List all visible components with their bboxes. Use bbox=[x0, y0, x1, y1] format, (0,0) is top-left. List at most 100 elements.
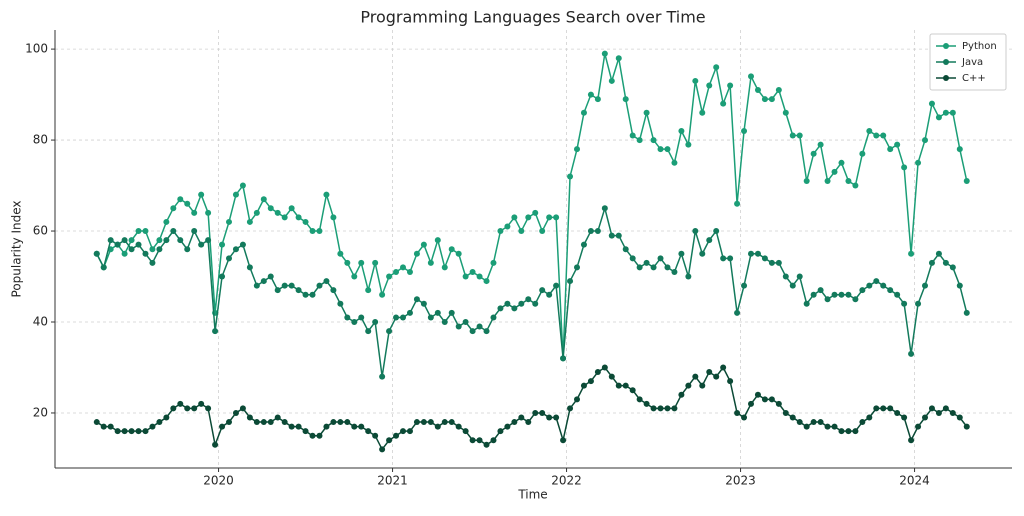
data-point bbox=[267, 419, 274, 426]
data-point bbox=[782, 273, 789, 280]
y-axis-label: Popularity Index bbox=[10, 201, 24, 298]
data-point bbox=[622, 382, 629, 389]
data-point bbox=[309, 228, 316, 235]
data-point bbox=[504, 300, 511, 307]
data-point bbox=[504, 223, 511, 230]
data-point bbox=[177, 237, 184, 244]
data-point bbox=[942, 259, 949, 266]
data-point bbox=[448, 246, 455, 253]
data-point bbox=[386, 328, 393, 335]
data-point bbox=[198, 241, 205, 248]
data-point bbox=[344, 259, 351, 266]
data-point bbox=[469, 437, 476, 444]
data-point bbox=[838, 291, 845, 298]
data-point bbox=[177, 196, 184, 203]
data-point bbox=[191, 209, 198, 216]
data-point bbox=[664, 405, 671, 412]
data-point bbox=[887, 146, 894, 153]
data-point bbox=[622, 96, 629, 103]
data-point bbox=[393, 268, 400, 275]
data-point bbox=[650, 137, 657, 144]
data-point bbox=[462, 273, 469, 280]
data-point bbox=[400, 428, 406, 435]
data-point bbox=[873, 405, 880, 412]
data-point bbox=[281, 419, 288, 426]
data-point bbox=[351, 273, 358, 280]
data-point bbox=[337, 300, 344, 307]
data-point bbox=[713, 228, 720, 235]
data-point bbox=[393, 432, 400, 439]
data-point bbox=[323, 423, 330, 430]
data-point bbox=[685, 273, 692, 280]
data-point bbox=[483, 278, 490, 285]
data-point bbox=[942, 405, 949, 412]
data-point bbox=[476, 273, 483, 280]
data-point bbox=[727, 378, 734, 385]
data-point bbox=[232, 409, 239, 416]
data-point bbox=[789, 132, 796, 139]
data-point bbox=[121, 250, 128, 257]
data-point bbox=[358, 314, 365, 321]
data-point bbox=[413, 296, 420, 303]
data-point bbox=[337, 419, 344, 426]
data-point bbox=[574, 264, 580, 271]
data-point bbox=[692, 373, 699, 380]
data-point bbox=[177, 400, 184, 407]
data-point bbox=[128, 237, 135, 244]
data-point bbox=[170, 205, 177, 212]
data-point bbox=[671, 268, 678, 275]
data-point bbox=[901, 300, 908, 307]
data-point bbox=[963, 309, 970, 316]
data-point bbox=[587, 378, 594, 385]
data-point bbox=[796, 419, 803, 426]
data-point bbox=[232, 246, 239, 253]
data-point bbox=[253, 419, 260, 426]
data-point bbox=[901, 164, 908, 171]
data-point bbox=[518, 414, 525, 421]
data-point bbox=[560, 355, 567, 362]
data-point bbox=[873, 132, 880, 139]
data-point bbox=[713, 373, 720, 380]
data-point bbox=[135, 428, 142, 435]
data-point bbox=[601, 364, 608, 371]
data-point bbox=[873, 278, 880, 285]
data-point bbox=[810, 419, 817, 426]
data-point bbox=[260, 196, 267, 203]
data-point bbox=[525, 419, 532, 426]
data-point bbox=[427, 314, 434, 321]
data-point bbox=[775, 400, 782, 407]
data-point bbox=[866, 282, 873, 289]
legend-box bbox=[929, 33, 1007, 91]
data-point bbox=[441, 419, 448, 426]
data-point bbox=[337, 250, 344, 257]
data-point bbox=[880, 132, 887, 139]
data-point bbox=[462, 319, 469, 325]
data-point bbox=[434, 423, 441, 430]
data-point bbox=[400, 314, 406, 321]
y-tick-label: 40 bbox=[33, 315, 48, 329]
data-point bbox=[824, 178, 831, 185]
data-point bbox=[615, 55, 622, 62]
data-point bbox=[518, 300, 525, 307]
data-point bbox=[476, 437, 483, 444]
data-point bbox=[831, 168, 838, 175]
data-point bbox=[434, 309, 441, 316]
data-point bbox=[720, 255, 727, 262]
data-point bbox=[664, 264, 671, 271]
data-point bbox=[810, 291, 817, 298]
data-point bbox=[748, 400, 754, 407]
data-point bbox=[302, 291, 309, 298]
data-point bbox=[295, 423, 302, 430]
data-point bbox=[601, 50, 608, 57]
data-point bbox=[956, 414, 963, 421]
data-point bbox=[246, 218, 253, 225]
data-point bbox=[330, 287, 337, 294]
data-point bbox=[316, 432, 323, 439]
data-point bbox=[406, 428, 413, 435]
data-point bbox=[525, 214, 532, 221]
data-point bbox=[894, 409, 901, 416]
data-point bbox=[713, 64, 720, 71]
data-point bbox=[372, 432, 379, 439]
data-point bbox=[413, 419, 420, 426]
data-point bbox=[497, 305, 504, 312]
